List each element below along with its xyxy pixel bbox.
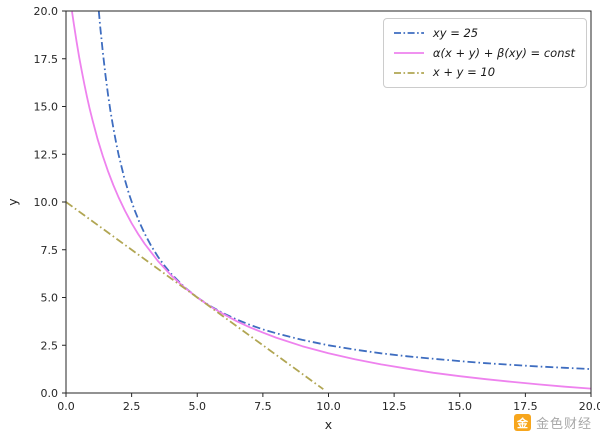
watermark-text: 金色财经	[535, 417, 592, 432]
x-tick-label: 2.5	[123, 400, 141, 413]
watermark: 金 金色财经	[513, 413, 592, 432]
x-tick-label: 7.5	[254, 400, 272, 413]
x-tick-label: 17.5	[513, 400, 538, 413]
legend-item-alpha-beta-const: α(x + y) + β(xy) = const	[393, 45, 575, 60]
x-tick-label: 5.0	[189, 400, 207, 413]
y-tick-label: 12.5	[34, 148, 59, 161]
y-tick-label: 5.0	[41, 292, 59, 305]
y-tick-label: 10.0	[34, 196, 59, 209]
y-tick-label: 17.5	[34, 53, 59, 66]
legend-label: x + y = 10	[432, 65, 496, 80]
x-tick-label: 10.0	[316, 400, 341, 413]
y-tick-label: 2.5	[41, 339, 59, 352]
x-axis-label: x	[325, 417, 332, 432]
x-tick-label: 15.0	[448, 400, 473, 413]
y-tick-label: 7.5	[41, 244, 59, 257]
x-tick-label: 12.5	[382, 400, 407, 413]
y-tick-label: 0.0	[41, 387, 59, 400]
y-tick-label: 20.0	[34, 5, 59, 18]
legend-line-sample	[393, 52, 424, 54]
legend-label: xy = 25	[432, 26, 479, 40]
legend-line-sample	[393, 32, 424, 35]
x-tick-label: 20.0	[579, 400, 600, 413]
legend-item-x-plus-y-10: x + y = 10	[393, 66, 575, 79]
y-tick-label: 15.0	[34, 101, 59, 114]
watermark-logo-icon: 金	[513, 414, 531, 431]
legend-item-xy-25: xy = 25	[393, 27, 575, 40]
series-line-alpha-beta-const	[71, 11, 591, 390]
y-axis-label: y	[5, 198, 20, 206]
legend: xy = 25 α(x + y) + β(xy) = const x + y = 1…	[382, 18, 587, 88]
x-tick-label: 0.0	[57, 400, 75, 413]
series-line-x-plus-y-10	[66, 201, 324, 390]
legend-label: α(x + y) + β(xy) = const	[432, 45, 575, 60]
legend-line-sample	[393, 71, 424, 74]
